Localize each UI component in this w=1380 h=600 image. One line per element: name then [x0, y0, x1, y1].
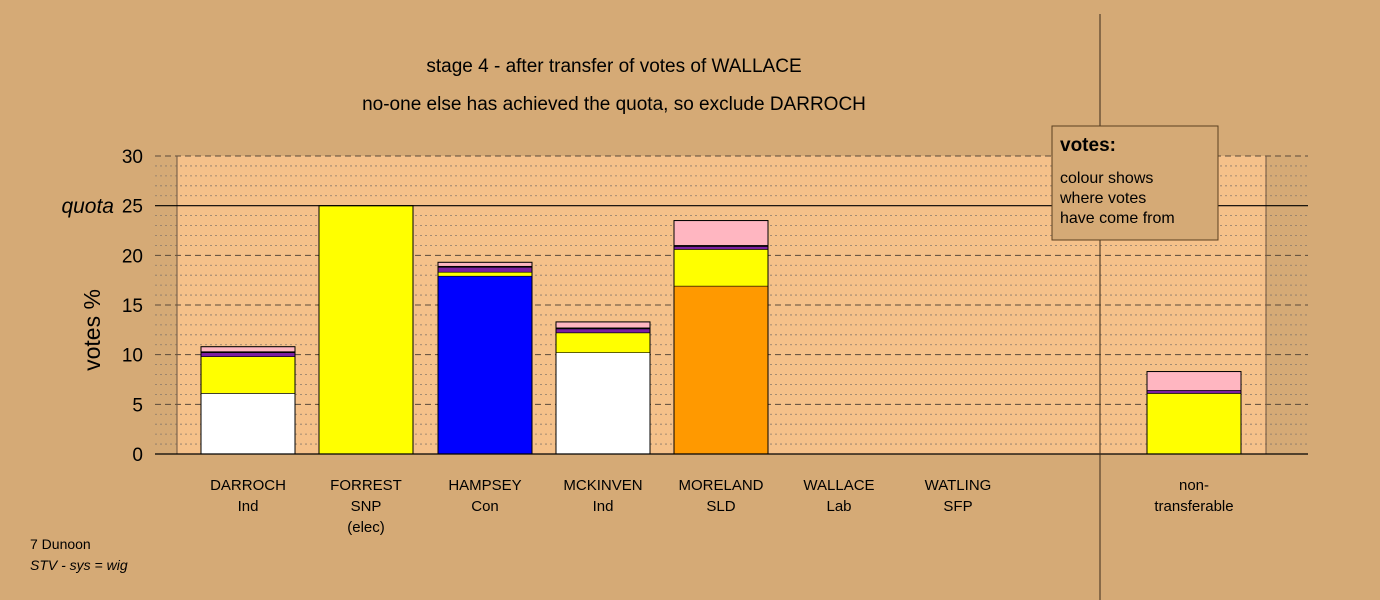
candidate-label: Con	[471, 498, 499, 515]
candidate-label: SNP	[351, 498, 382, 515]
candidate-label: Ind	[238, 498, 259, 515]
y-tick-labels: 0 5 10 15 20 25 30	[122, 147, 143, 466]
candidate-label: Ind	[593, 498, 614, 515]
y-axis-label: votes %	[79, 289, 105, 371]
candidate-label: HAMPSEY	[448, 477, 521, 494]
candidate-label: (elec)	[347, 519, 385, 536]
bar-segment	[555, 321, 651, 329]
bar-segment	[1146, 371, 1242, 391]
candidate-label: WATLING	[925, 477, 992, 494]
legend: votes: colour shows where votes have com…	[1051, 125, 1219, 241]
candidate-label: FORREST	[330, 477, 402, 494]
nontransferable-label: transferable	[1154, 498, 1233, 515]
bar-segment	[673, 249, 769, 287]
quota-label: quota	[61, 195, 114, 218]
bar-segment	[673, 220, 769, 246]
legend-title: votes:	[1060, 135, 1116, 156]
bar-segment	[555, 352, 651, 455]
candidate-label: DARROCH	[210, 477, 286, 494]
y-tick-label: 15	[122, 296, 143, 317]
bar-segment	[673, 246, 769, 250]
bars	[200, 205, 1242, 455]
nontransferable-label: non-	[1179, 477, 1209, 494]
candidate-label: MCKINVEN	[563, 477, 642, 494]
ward-name: 7 Dunoon	[30, 536, 91, 552]
system-note: STV - sys = wig	[30, 557, 128, 573]
bar-segment	[673, 285, 769, 455]
x-tick-labels: DARROCH Ind FORREST SNP (elec) HAMPSEY Con MCKI…	[210, 477, 1234, 536]
candidate-label: SFP	[943, 498, 972, 515]
y-tick-label: 20	[122, 246, 143, 267]
bar-segment	[437, 266, 533, 273]
bar-segment	[437, 271, 533, 277]
y-tick-label: 5	[132, 395, 143, 416]
bar-segment	[437, 261, 533, 267]
bar-segment	[200, 393, 296, 455]
bar-segment	[200, 346, 296, 352]
bar-segment	[555, 332, 651, 353]
legend-box	[1051, 125, 1219, 241]
axes	[155, 14, 1308, 600]
bar-segment	[200, 352, 296, 357]
bar-segment	[318, 205, 414, 455]
candidate-label: MORELAND	[678, 477, 763, 494]
chart-title: stage 4 - after transfer of votes of WAL…	[426, 56, 801, 77]
candidate-label: SLD	[706, 498, 735, 515]
bar-segment	[437, 275, 533, 455]
candidate-label: Lab	[826, 498, 851, 515]
y-tick-label: 0	[132, 445, 143, 466]
y-tick-label: 10	[122, 346, 143, 367]
bar-segment	[1146, 393, 1242, 455]
bar-segment	[1146, 390, 1242, 394]
bar-segment	[555, 328, 651, 334]
candidate-label: WALLACE	[803, 477, 874, 494]
chart-subtitle: no-one else has achieved the quota, so e…	[362, 94, 866, 115]
y-tick-label: 30	[122, 147, 143, 168]
legend-line-1: colour shows	[1060, 170, 1153, 187]
bar-segment	[200, 356, 296, 394]
legend-line-2: where votes	[1059, 190, 1146, 207]
legend-line-3: have come from	[1060, 210, 1175, 227]
y-tick-label: 25	[122, 197, 143, 218]
